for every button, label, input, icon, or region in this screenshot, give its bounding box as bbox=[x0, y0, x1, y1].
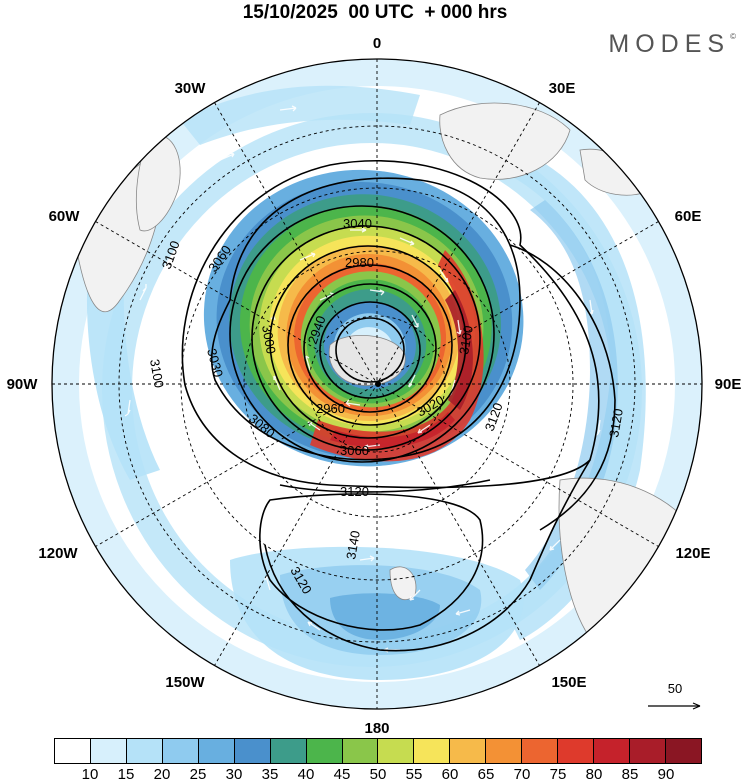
southern-africa-land bbox=[439, 102, 571, 180]
colorbar-tick-label: 55 bbox=[405, 766, 423, 783]
contour-2940 bbox=[335, 317, 405, 383]
contour-3120-south bbox=[264, 459, 591, 652]
lon-label-60e: 60E bbox=[675, 208, 702, 225]
colorbar-tick-label: 75 bbox=[549, 766, 567, 783]
contour-3120 bbox=[279, 244, 616, 531]
colorbar-tick-labels: 10 15 20 25 30 35 40 45 50 55 60 65 70 75 80 85 90 bbox=[54, 766, 702, 783]
colorbar-segment bbox=[162, 739, 199, 763]
colorbar-segment bbox=[486, 739, 523, 763]
colorbar-tick-label: 80 bbox=[585, 766, 603, 783]
lon-label-180: 180 bbox=[364, 720, 389, 737]
colorbar-tick-label: 35 bbox=[261, 766, 279, 783]
lon-label-90e: 90E bbox=[715, 376, 742, 393]
jet-core-shading bbox=[310, 250, 484, 462]
colorbar-tick-label: 70 bbox=[513, 766, 531, 783]
map-boundary bbox=[51, 58, 703, 710]
south-pole-dot bbox=[375, 381, 381, 387]
colorbar-segment bbox=[55, 739, 91, 763]
colorbar-segment bbox=[378, 739, 415, 763]
reference-vector-label: 50 bbox=[668, 681, 682, 696]
colorbar-tick-label: 45 bbox=[333, 766, 351, 783]
colorbar-tick-label: 15 bbox=[117, 766, 135, 783]
contour-label-3140: 3140 bbox=[343, 529, 363, 560]
contour-3020 bbox=[269, 245, 467, 439]
colorbar-segment bbox=[558, 739, 595, 763]
brand-logo: MODES© bbox=[608, 30, 736, 59]
contour-2980 bbox=[303, 283, 437, 413]
contour-label-3100c: 3100 bbox=[456, 324, 476, 355]
arrow-right-icon bbox=[692, 702, 701, 710]
colorbar-tick-label: 90 bbox=[657, 766, 675, 783]
lon-label-90w: 90W bbox=[7, 376, 39, 393]
lon-label-120w: 120W bbox=[38, 545, 78, 562]
colorbar-tick-label: 60 bbox=[441, 766, 459, 783]
colorbar-segment bbox=[90, 739, 127, 763]
contour-label-3000: 3000 bbox=[259, 324, 279, 355]
height-contours bbox=[181, 160, 616, 652]
colorbar-tick-label: 30 bbox=[225, 766, 243, 783]
colorbar-segment bbox=[414, 739, 451, 763]
brand-name: MODES bbox=[608, 30, 731, 58]
colorbar-tick-label: 25 bbox=[189, 766, 207, 783]
colorbar-segment bbox=[594, 739, 630, 763]
lon-label-30e: 30E bbox=[549, 80, 576, 97]
contour-label-3060b: 3060 bbox=[340, 443, 369, 458]
antarctica-land bbox=[328, 335, 406, 386]
lon-label-150e: 150E bbox=[551, 674, 586, 691]
contour-label-2980: 2980 bbox=[345, 255, 374, 270]
map-disk: 2940 2960 2980 3000 3020 3030 3040 3060 … bbox=[52, 59, 702, 709]
colorbar-segment bbox=[630, 739, 666, 763]
colorbar-tick-label: 40 bbox=[297, 766, 315, 783]
contour-3140 bbox=[259, 493, 484, 631]
contour-3000 bbox=[287, 264, 453, 426]
colorbar-segment bbox=[198, 739, 235, 763]
colorbar-segment bbox=[342, 739, 379, 763]
colorbar bbox=[54, 738, 702, 764]
contour-3100 bbox=[181, 160, 600, 489]
contour-label-3120b: 3120 bbox=[340, 484, 369, 499]
patagonia-land bbox=[135, 134, 181, 232]
contour-label-3120c: 3120 bbox=[606, 407, 626, 438]
colorbar-segment bbox=[522, 739, 559, 763]
colorbar-tick-label: 65 bbox=[477, 766, 495, 783]
longitude-labels: 0 30E 60E 90E 120E 150E 180 150W 120W 90… bbox=[7, 35, 742, 737]
lon-label-0: 0 bbox=[373, 35, 381, 52]
contour-label-3040: 3040 bbox=[343, 216, 372, 231]
colorbar-segment bbox=[234, 739, 271, 763]
colorbar-segment bbox=[450, 739, 487, 763]
contour-3060 bbox=[229, 205, 495, 463]
brand-mark: © bbox=[730, 32, 736, 41]
colorbar-tick-label: 50 bbox=[369, 766, 387, 783]
colorbar-tick-label: 20 bbox=[153, 766, 171, 783]
contour-label-2960: 2960 bbox=[316, 401, 345, 416]
contour-label-3100b: 3100 bbox=[147, 358, 167, 389]
reference-vector: 50 bbox=[648, 681, 701, 710]
colorbar-segment bbox=[306, 739, 343, 763]
lon-label-30w: 30W bbox=[175, 80, 207, 97]
colorbar-tick-label: 85 bbox=[621, 766, 639, 783]
contour-label-3030: 3030 bbox=[204, 347, 226, 379]
contour-3040 bbox=[251, 225, 481, 451]
colorbar-segment bbox=[665, 739, 701, 763]
chart-title: 15/10/2025 00 UTC + 000 hrs bbox=[242, 2, 508, 23]
colorbar-segment bbox=[270, 739, 307, 763]
contour-2960 bbox=[319, 301, 421, 399]
colorbar-segment bbox=[126, 739, 163, 763]
contour-labels: 2940 2960 2980 3000 3020 3030 3040 3060 … bbox=[147, 216, 626, 597]
contour-3080 bbox=[210, 177, 521, 461]
lon-label-150w: 150W bbox=[165, 674, 205, 691]
lon-label-60w: 60W bbox=[49, 208, 81, 225]
colorbar-tick-label: 10 bbox=[81, 766, 99, 783]
lon-label-120e: 120E bbox=[675, 545, 710, 562]
